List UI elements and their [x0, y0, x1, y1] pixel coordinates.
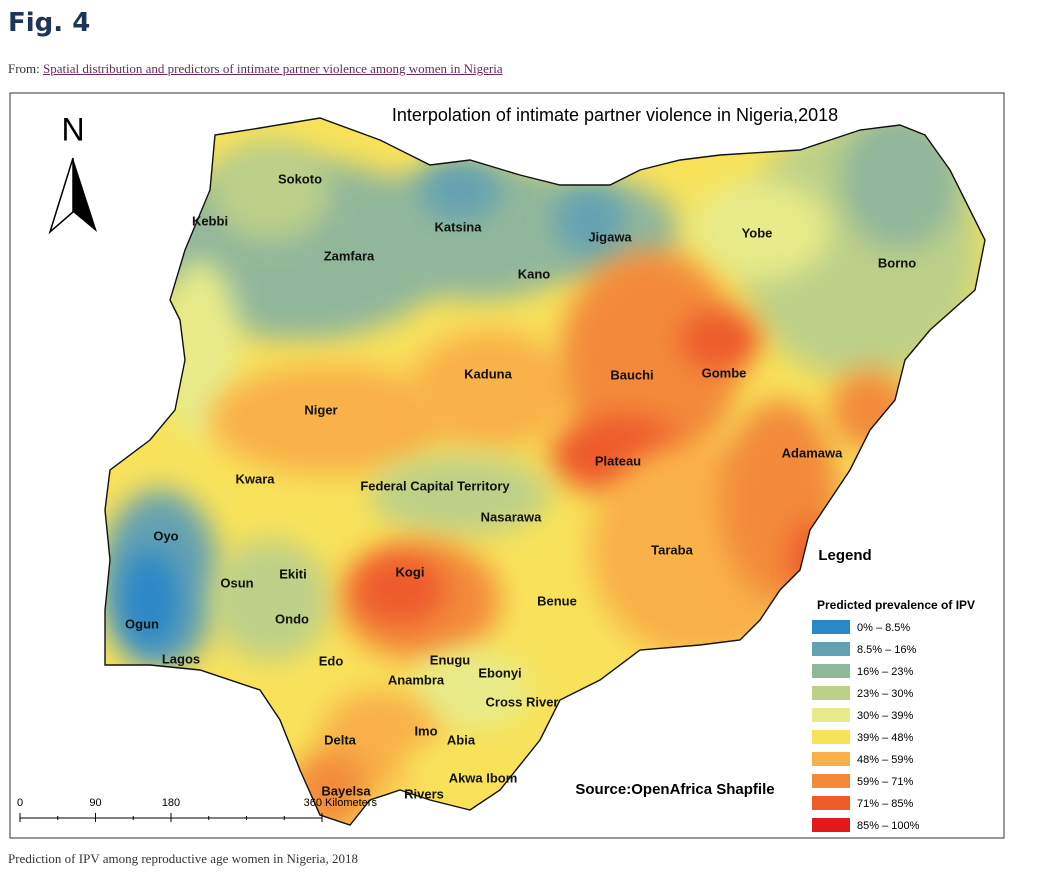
- surface-zone: [840, 118, 960, 250]
- legend-label: 23% – 30%: [857, 688, 913, 700]
- north-arrow: [73, 158, 97, 232]
- state-label: Nasarawa: [481, 509, 542, 524]
- state-label: Federal Capital Territory: [360, 478, 510, 493]
- state-label: Cross River: [486, 694, 559, 709]
- state-label: Plateau: [595, 453, 641, 468]
- state-label: Sokoto: [278, 171, 322, 186]
- surface-zone: [555, 185, 625, 255]
- legend-label: 8.5% – 16%: [857, 644, 917, 656]
- surface-zone: [210, 140, 330, 240]
- state-label: Ekiti: [279, 566, 306, 581]
- state-label: Ebonyi: [478, 665, 521, 680]
- legend-label: 0% – 8.5%: [857, 622, 910, 634]
- state-label: Bauchi: [610, 367, 653, 382]
- country-outline: [104, 117, 986, 826]
- source-note: Source:OpenAfrica Shapfile: [575, 781, 774, 798]
- surface-zone: [400, 740, 500, 800]
- from-label: From:: [8, 61, 40, 76]
- source-line: From: Spatial distribution and predictor…: [8, 61, 503, 77]
- state-label: Oyo: [153, 528, 178, 543]
- state-label: Kaduna: [464, 366, 512, 381]
- scale-label: 90: [89, 797, 101, 809]
- state-label: Ogun: [125, 616, 159, 631]
- legend-swatch: [812, 818, 850, 832]
- surface-zone: [420, 160, 500, 220]
- state-label: Katsina: [435, 219, 483, 234]
- state-label: Delta: [324, 732, 357, 747]
- scale-unit: Kilometers: [325, 797, 377, 809]
- surface-zone: [120, 550, 180, 650]
- legend-swatch: [812, 686, 850, 700]
- surface-zone: [410, 650, 530, 730]
- legend-swatch: [812, 730, 850, 744]
- map: Sokoto Kebbi Katsina Jigawa Yobe Zamfara Kano B…: [9, 92, 1005, 839]
- surface-zone: [210, 365, 450, 475]
- figure-label: Fig. 4: [8, 8, 91, 38]
- legend-swatch: [812, 752, 850, 766]
- surface-zone: [370, 455, 550, 535]
- surface-zone: [210, 540, 330, 660]
- north-label: N: [61, 111, 84, 147]
- scale-label: 0: [17, 797, 23, 809]
- surface-zone: [160, 260, 240, 440]
- map-title: Interpolation of intimate partner violen…: [392, 105, 838, 125]
- legend-swatch: [812, 620, 850, 634]
- article-link[interactable]: Spatial distribution and predictors of i…: [43, 61, 503, 76]
- caption: Prediction of IPV among reproductive age…: [8, 851, 358, 866]
- surface-zone: [410, 330, 570, 450]
- state-label: Ondo: [275, 611, 309, 626]
- state-label: Jigawa: [588, 229, 632, 244]
- state-label: Akwa Ibom: [449, 770, 518, 785]
- surface-zone: [560, 250, 740, 470]
- legend-label: 48% – 59%: [857, 754, 913, 766]
- scale-label: 180: [162, 797, 180, 809]
- legend-label: 59% – 71%: [857, 776, 913, 788]
- state-label: Taraba: [651, 542, 693, 557]
- state-label: Borno: [878, 255, 916, 270]
- state-label: Bayelsa: [321, 783, 371, 798]
- state-label: Gombe: [702, 365, 747, 380]
- surface-zone: [355, 555, 445, 625]
- state-label: Kano: [518, 266, 551, 281]
- state-label: Edo: [319, 653, 344, 668]
- state-label: Rivers: [404, 786, 444, 801]
- state-label: Benue: [537, 593, 577, 608]
- state-label: Kogi: [396, 564, 425, 579]
- state-label: Yobe: [742, 225, 773, 240]
- legend-label: 30% – 39%: [857, 710, 913, 722]
- state-label: Niger: [304, 402, 337, 417]
- legend-swatch: [812, 664, 850, 678]
- legend-label: 85% – 100%: [857, 820, 920, 832]
- state-label: Kebbi: [192, 213, 228, 228]
- state-label: Anambra: [388, 672, 445, 687]
- state-label: Adamawa: [782, 445, 843, 460]
- surface-zone: [690, 180, 830, 280]
- scale-label: 360: [304, 797, 322, 809]
- surface-zone: [680, 310, 760, 370]
- state-label: Abia: [447, 732, 476, 747]
- legend-swatch: [812, 642, 850, 656]
- state-label: Kwara: [235, 471, 275, 486]
- legend-label: 39% – 48%: [857, 732, 913, 744]
- legend-subtitle: Predicted prevalence of IPV: [817, 598, 975, 612]
- legend-swatch: [812, 774, 850, 788]
- state-label: Lagos: [162, 651, 200, 666]
- legend-label: 71% – 85%: [857, 798, 913, 810]
- state-label: Zamfara: [324, 248, 375, 263]
- state-label: Osun: [220, 575, 253, 590]
- state-label: Imo: [414, 723, 437, 738]
- state-label: Enugu: [430, 652, 470, 667]
- legend-label: 16% – 23%: [857, 666, 913, 678]
- legend-swatch: [812, 796, 850, 810]
- legend-title: Legend: [818, 547, 871, 564]
- legend-swatch: [812, 708, 850, 722]
